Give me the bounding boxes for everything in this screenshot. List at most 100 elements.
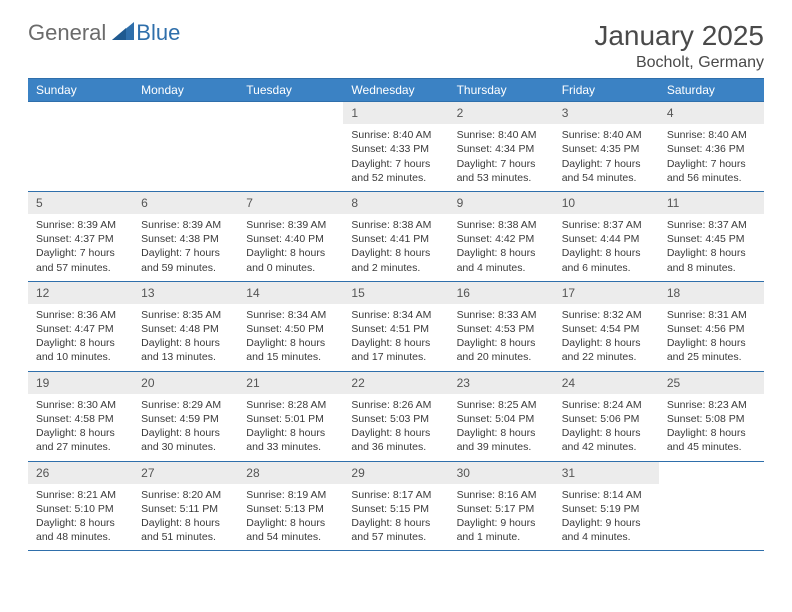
day-number: 21 [238,372,343,394]
logo: General Blue [28,20,180,46]
day-number: 24 [554,372,659,394]
day-body: Sunrise: 8:38 AMSunset: 4:41 PMDaylight:… [343,214,448,281]
day-header: Tuesday [238,79,343,101]
calendar-cell: 3Sunrise: 8:40 AMSunset: 4:35 PMDaylight… [554,101,659,191]
day-body: Sunrise: 8:28 AMSunset: 5:01 PMDaylight:… [238,394,343,461]
day-number: 9 [449,192,554,214]
calendar-cell: 24Sunrise: 8:24 AMSunset: 5:06 PMDayligh… [554,371,659,461]
day-body: Sunrise: 8:39 AMSunset: 4:38 PMDaylight:… [133,214,238,281]
day-number: 26 [28,462,133,484]
day-body: Sunrise: 8:34 AMSunset: 4:50 PMDaylight:… [238,304,343,371]
day-body: Sunrise: 8:25 AMSunset: 5:04 PMDaylight:… [449,394,554,461]
calendar-cell: 14Sunrise: 8:34 AMSunset: 4:50 PMDayligh… [238,281,343,371]
calendar-cell: 30Sunrise: 8:16 AMSunset: 5:17 PMDayligh… [449,461,554,551]
day-number: 31 [554,462,659,484]
day-header: Friday [554,79,659,101]
day-body: Sunrise: 8:16 AMSunset: 5:17 PMDaylight:… [449,484,554,551]
day-number: 12 [28,282,133,304]
day-body: Sunrise: 8:40 AMSunset: 4:34 PMDaylight:… [449,124,554,191]
calendar-cell: 1Sunrise: 8:40 AMSunset: 4:33 PMDaylight… [343,101,448,191]
location-label: Bocholt, Germany [594,54,764,72]
day-number: 20 [133,372,238,394]
day-number: 13 [133,282,238,304]
calendar-cell: 19Sunrise: 8:30 AMSunset: 4:58 PMDayligh… [28,371,133,461]
day-body: Sunrise: 8:23 AMSunset: 5:08 PMDaylight:… [659,394,764,461]
calendar-cell: 8Sunrise: 8:38 AMSunset: 4:41 PMDaylight… [343,191,448,281]
calendar-cell: 2Sunrise: 8:40 AMSunset: 4:34 PMDaylight… [449,101,554,191]
calendar-cell: 26Sunrise: 8:21 AMSunset: 5:10 PMDayligh… [28,461,133,551]
calendar-cell: 22Sunrise: 8:26 AMSunset: 5:03 PMDayligh… [343,371,448,461]
calendar-cell: 29Sunrise: 8:17 AMSunset: 5:15 PMDayligh… [343,461,448,551]
calendar-cell: 15Sunrise: 8:34 AMSunset: 4:51 PMDayligh… [343,281,448,371]
day-number: 14 [238,282,343,304]
day-number: 1 [343,102,448,124]
title-block: January 2025 Bocholt, Germany [594,20,764,72]
day-body: Sunrise: 8:36 AMSunset: 4:47 PMDaylight:… [28,304,133,371]
day-number: 16 [449,282,554,304]
calendar-grid: SundayMondayTuesdayWednesdayThursdayFrid… [28,78,764,551]
empty-cell [659,461,764,551]
day-body: Sunrise: 8:31 AMSunset: 4:56 PMDaylight:… [659,304,764,371]
calendar-cell: 23Sunrise: 8:25 AMSunset: 5:04 PMDayligh… [449,371,554,461]
day-number: 17 [554,282,659,304]
day-body: Sunrise: 8:20 AMSunset: 5:11 PMDaylight:… [133,484,238,551]
calendar-cell: 28Sunrise: 8:19 AMSunset: 5:13 PMDayligh… [238,461,343,551]
day-body: Sunrise: 8:30 AMSunset: 4:58 PMDaylight:… [28,394,133,461]
day-body: Sunrise: 8:17 AMSunset: 5:15 PMDaylight:… [343,484,448,551]
calendar-cell: 12Sunrise: 8:36 AMSunset: 4:47 PMDayligh… [28,281,133,371]
day-number: 23 [449,372,554,394]
calendar-cell: 25Sunrise: 8:23 AMSunset: 5:08 PMDayligh… [659,371,764,461]
day-header: Wednesday [343,79,448,101]
day-body: Sunrise: 8:32 AMSunset: 4:54 PMDaylight:… [554,304,659,371]
calendar-cell: 7Sunrise: 8:39 AMSunset: 4:40 PMDaylight… [238,191,343,281]
day-number: 30 [449,462,554,484]
day-number: 19 [28,372,133,394]
empty-cell [133,101,238,191]
day-body: Sunrise: 8:34 AMSunset: 4:51 PMDaylight:… [343,304,448,371]
day-number: 4 [659,102,764,124]
day-number: 6 [133,192,238,214]
page-title: January 2025 [594,20,764,52]
calendar-cell: 16Sunrise: 8:33 AMSunset: 4:53 PMDayligh… [449,281,554,371]
day-number: 10 [554,192,659,214]
day-number: 15 [343,282,448,304]
calendar-cell: 9Sunrise: 8:38 AMSunset: 4:42 PMDaylight… [449,191,554,281]
calendar-cell: 17Sunrise: 8:32 AMSunset: 4:54 PMDayligh… [554,281,659,371]
day-number: 11 [659,192,764,214]
calendar-cell: 27Sunrise: 8:20 AMSunset: 5:11 PMDayligh… [133,461,238,551]
day-body: Sunrise: 8:33 AMSunset: 4:53 PMDaylight:… [449,304,554,371]
day-body: Sunrise: 8:40 AMSunset: 4:33 PMDaylight:… [343,124,448,191]
day-number: 29 [343,462,448,484]
day-number: 28 [238,462,343,484]
day-body: Sunrise: 8:40 AMSunset: 4:35 PMDaylight:… [554,124,659,191]
day-header: Sunday [28,79,133,101]
day-body: Sunrise: 8:24 AMSunset: 5:06 PMDaylight:… [554,394,659,461]
calendar-cell: 11Sunrise: 8:37 AMSunset: 4:45 PMDayligh… [659,191,764,281]
day-header: Saturday [659,79,764,101]
logo-text-blue: Blue [136,20,180,46]
day-body: Sunrise: 8:40 AMSunset: 4:36 PMDaylight:… [659,124,764,191]
day-body: Sunrise: 8:21 AMSunset: 5:10 PMDaylight:… [28,484,133,551]
logo-text-general: General [28,20,106,46]
empty-cell [28,101,133,191]
day-body: Sunrise: 8:29 AMSunset: 4:59 PMDaylight:… [133,394,238,461]
calendar-cell: 5Sunrise: 8:39 AMSunset: 4:37 PMDaylight… [28,191,133,281]
calendar-cell: 18Sunrise: 8:31 AMSunset: 4:56 PMDayligh… [659,281,764,371]
header: General Blue January 2025 Bocholt, Germa… [28,20,764,72]
day-number: 22 [343,372,448,394]
calendar-cell: 21Sunrise: 8:28 AMSunset: 5:01 PMDayligh… [238,371,343,461]
day-body: Sunrise: 8:14 AMSunset: 5:19 PMDaylight:… [554,484,659,551]
day-number: 18 [659,282,764,304]
day-body: Sunrise: 8:26 AMSunset: 5:03 PMDaylight:… [343,394,448,461]
day-body: Sunrise: 8:37 AMSunset: 4:45 PMDaylight:… [659,214,764,281]
day-header: Thursday [449,79,554,101]
day-body: Sunrise: 8:35 AMSunset: 4:48 PMDaylight:… [133,304,238,371]
day-body: Sunrise: 8:37 AMSunset: 4:44 PMDaylight:… [554,214,659,281]
calendar-cell: 6Sunrise: 8:39 AMSunset: 4:38 PMDaylight… [133,191,238,281]
day-number: 5 [28,192,133,214]
day-body: Sunrise: 8:39 AMSunset: 4:40 PMDaylight:… [238,214,343,281]
logo-triangle-icon [112,22,134,45]
calendar-cell: 10Sunrise: 8:37 AMSunset: 4:44 PMDayligh… [554,191,659,281]
calendar-cell: 20Sunrise: 8:29 AMSunset: 4:59 PMDayligh… [133,371,238,461]
day-body: Sunrise: 8:19 AMSunset: 5:13 PMDaylight:… [238,484,343,551]
